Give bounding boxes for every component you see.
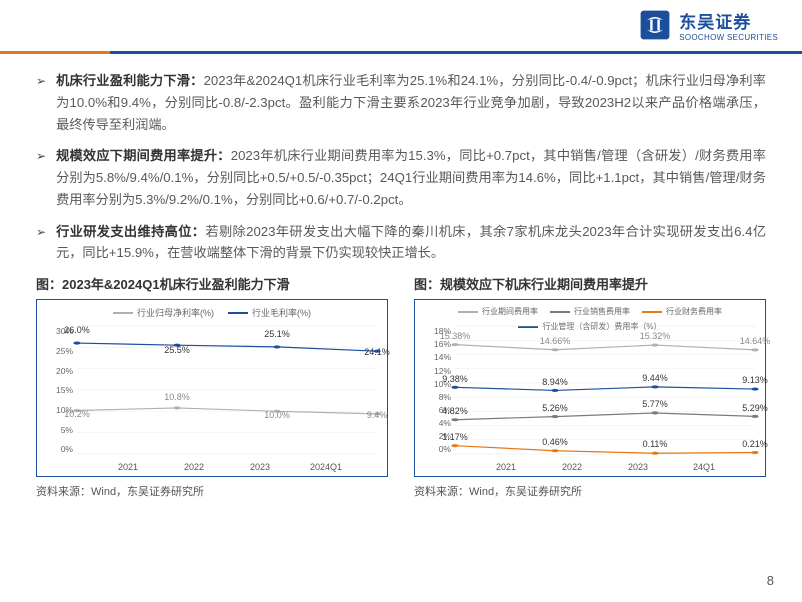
chart-left: 图：2023年&2024Q1机床行业盈利能力下滑 行业归母净利率(%) 行业毛利率…	[36, 274, 388, 499]
data-label: 25.5%	[164, 345, 190, 355]
data-label: 5.29%	[742, 403, 768, 413]
bullet-icon: ➢	[36, 223, 46, 265]
data-label: 24.1%	[364, 347, 390, 357]
plot-area: 26.0%25.5%25.1%24.1%10.2%10.8%10.0%9.4%	[77, 326, 377, 454]
bullet-text: 行业研发支出维持高位：若剔除2023年研发支出大幅下降的秦川机床，其余7家机床龙…	[56, 221, 766, 265]
legend-item: 行业财务费用率	[642, 306, 722, 317]
chart2-title: 图：规模效应下机床行业期间费用率提升	[414, 274, 766, 293]
chart-right: 图：规模效应下机床行业期间费用率提升 行业期间费用率 行业销售费用率 行业财务费用率…	[414, 274, 766, 499]
data-label: 5.77%	[642, 399, 668, 409]
charts-row: 图：2023年&2024Q1机床行业盈利能力下滑 行业归母净利率(%) 行业毛利率…	[0, 274, 802, 499]
data-label: 15.32%	[640, 331, 671, 341]
legend-item: 行业归母净利率(%)	[113, 306, 214, 319]
brand-name-cn: 东吴证券	[679, 8, 778, 33]
data-label: 0.21%	[742, 439, 768, 449]
data-label: 25.1%	[264, 329, 290, 339]
page-header: 东吴证券 SOOCHOW SECURITIES	[0, 0, 802, 54]
brand-logo: 东吴证券 SOOCHOW SECURITIES	[639, 8, 778, 42]
data-label: 5.26%	[542, 403, 568, 413]
x-axis: 2021202220232024Q1	[77, 462, 377, 472]
legend-item: 行业销售费用率	[550, 306, 630, 317]
data-label: 9.4%	[367, 410, 388, 420]
chart2-source: 资料来源：Wind，东吴证券研究所	[414, 483, 766, 499]
data-label: 0.46%	[542, 437, 568, 447]
bullet-text: 机床行业盈利能力下滑：2023年&2024Q1机床行业毛利率为25.1%和24.…	[56, 70, 766, 135]
data-label: 10.8%	[164, 392, 190, 402]
legend-item: 行业期间费用率	[458, 306, 538, 317]
chart2-box: 行业期间费用率行业销售费用率行业财务费用率行业管理（含研发）费用率（%）18%1…	[414, 299, 766, 477]
page-number: 8	[767, 573, 774, 588]
data-label: 9.13%	[742, 375, 768, 385]
body-text: ➢机床行业盈利能力下滑：2023年&2024Q1机床行业毛利率为25.1%和24…	[0, 54, 802, 264]
data-label: 9.38%	[442, 374, 468, 384]
bullet-icon: ➢	[36, 147, 46, 210]
data-label: 10.2%	[64, 409, 90, 419]
x-axis: 20212022202324Q1	[455, 462, 755, 472]
chart1-source: 资料来源：Wind，东吴证券研究所	[36, 483, 388, 499]
chart1-box: 行业归母净利率(%) 行业毛利率(%) 30%25%20%15%10%5%0%26.…	[36, 299, 388, 477]
y-axis: 30%25%20%15%10%5%0%	[45, 326, 73, 454]
data-label: 0.11%	[643, 439, 668, 449]
plot-area: 15.38%14.66%15.32%14.64%9.38%8.94%9.44%9…	[455, 326, 755, 454]
legend-item: 行业毛利率(%)	[228, 306, 311, 319]
data-label: 4.82%	[442, 406, 468, 416]
bullet-icon: ➢	[36, 72, 46, 135]
chart1-title: 图：2023年&2024Q1机床行业盈利能力下滑	[36, 274, 388, 293]
bullet-text: 规模效应下期间费用率提升：2023年机床行业期间费用率为15.3%，同比+0.7…	[56, 145, 766, 210]
data-label: 1.17%	[442, 432, 468, 442]
data-label: 10.0%	[264, 410, 290, 420]
data-label: 8.94%	[542, 377, 568, 387]
data-label: 15.38%	[440, 331, 471, 341]
header-divider	[0, 51, 802, 54]
data-label: 14.66%	[540, 336, 571, 346]
data-label: 26.0%	[64, 325, 90, 335]
brand-name-en: SOOCHOW SECURITIES	[679, 33, 778, 42]
data-label: 14.64%	[740, 336, 771, 346]
data-label: 9.44%	[642, 373, 668, 383]
soochow-logo-icon	[639, 9, 671, 41]
